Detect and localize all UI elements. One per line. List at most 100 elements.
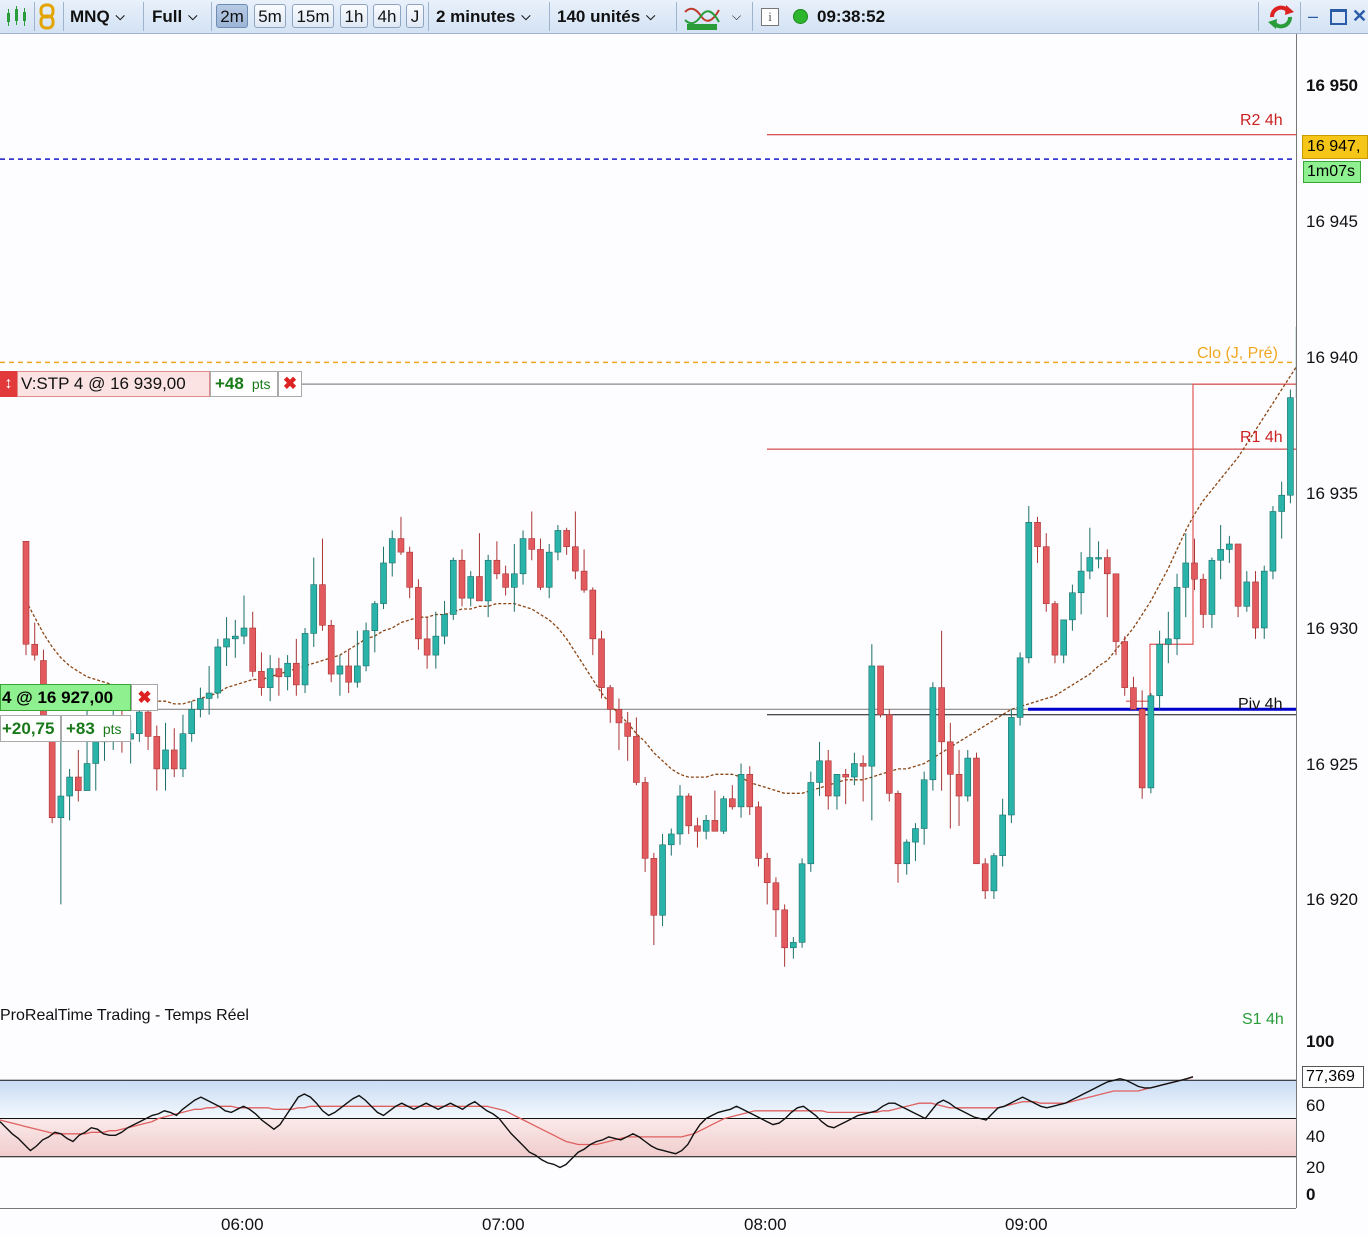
candle-body (249, 627, 257, 672)
timeframe-5m-button[interactable]: 5m (254, 4, 286, 28)
candle (1121, 636, 1129, 696)
candle (790, 936, 797, 959)
candle-body (1130, 687, 1137, 710)
candle-body (188, 708, 195, 734)
candle (711, 790, 719, 832)
candle-body (293, 662, 300, 686)
close-icon[interactable]: ✕ (1352, 6, 1368, 26)
candle (66, 768, 73, 821)
pivot-level-label: Piv 4h (1238, 696, 1283, 713)
timeframe-j-button[interactable]: J (406, 4, 424, 28)
candle-body (1217, 549, 1224, 561)
candle-body (1208, 559, 1216, 615)
s1-level-label: S1 4h (1242, 1011, 1284, 1025)
candle (1025, 506, 1033, 664)
minimize-icon[interactable]: – (1308, 6, 1319, 26)
oscillator-panel[interactable] (0, 1026, 1296, 1208)
candle-body (83, 763, 91, 791)
link-icon[interactable] (38, 0, 58, 33)
timeframe-4h-button[interactable]: 4h (373, 4, 401, 28)
candle (1069, 584, 1076, 631)
cancel-order-icon[interactable]: ✖ (278, 371, 302, 397)
candle (964, 749, 972, 802)
maximize-icon[interactable] (1330, 0, 1347, 33)
osc-tick: 0 (1306, 1185, 1316, 1204)
candle-body (284, 662, 291, 678)
drag-handle-icon[interactable]: ↕ (0, 371, 17, 397)
candle (685, 793, 693, 834)
candle-body (537, 549, 544, 588)
candle-body (266, 668, 274, 688)
candle (606, 684, 614, 723)
candlestick-icon[interactable] (4, 0, 30, 33)
candle (1034, 516, 1041, 563)
refresh-icon[interactable] (1266, 0, 1296, 33)
time-axis[interactable] (0, 1208, 1296, 1237)
candle-body (694, 825, 701, 832)
candle (1147, 693, 1155, 794)
candle-body (798, 863, 806, 943)
candle-body (572, 546, 579, 572)
candle-body (606, 687, 614, 710)
candle-body (179, 733, 187, 770)
chevron-down-icon: ⌵ (646, 9, 656, 23)
candle-body (981, 863, 989, 892)
candle (1156, 630, 1163, 710)
interval-selector[interactable]: 2 minutes ⌵ (436, 0, 530, 33)
candle-body (406, 551, 413, 588)
timeframe-2m-button[interactable]: 2m (216, 4, 248, 28)
candle-body (458, 559, 466, 599)
r1-level-label: R1 4h (1240, 429, 1283, 446)
candle-body (746, 774, 754, 808)
candle-body (1051, 603, 1059, 656)
chevron-down-icon: ⌵ (521, 9, 531, 23)
candle-body (545, 551, 553, 588)
candle (266, 655, 274, 702)
close-position-icon[interactable]: ✖ (131, 684, 158, 711)
osc-tick: 40 (1306, 1127, 1325, 1146)
candle-body (1025, 522, 1033, 659)
candle-body (1069, 592, 1076, 621)
candle (973, 752, 980, 865)
price-chart[interactable]: R2 4h Clo (J, Pré) R1 4h Piv 4h S1 4h Pr… (0, 34, 1296, 1025)
candle (903, 839, 911, 875)
candle (319, 538, 326, 631)
candle (1191, 538, 1198, 591)
candle-body (1182, 562, 1190, 588)
candle-body (22, 540, 30, 645)
timeframe-15m-button[interactable]: 15m (292, 4, 334, 28)
price-axis[interactable] (1296, 34, 1368, 1208)
candle (868, 644, 876, 821)
candle (1217, 525, 1224, 580)
candle (406, 546, 413, 599)
timeframe-1h-button[interactable]: 1h (340, 4, 368, 28)
position-gain-value: +83 (66, 718, 95, 738)
info-icon[interactable]: i (761, 0, 779, 33)
osc-tick: 20 (1306, 1158, 1325, 1177)
candle (755, 801, 762, 867)
view-label: Full (152, 6, 183, 26)
candle (851, 752, 858, 786)
chevron-down-icon[interactable]: ⌵ (732, 9, 742, 23)
candle-body (833, 774, 841, 797)
candle-body (1278, 494, 1285, 512)
candle (502, 565, 509, 596)
candle-body (912, 828, 919, 843)
candle-body (955, 774, 963, 797)
position-label[interactable]: 4 @ 16 927,00 (0, 684, 131, 711)
candle (476, 533, 483, 602)
moving-average-line (25, 366, 1296, 794)
candle-body (144, 711, 152, 737)
candle (1278, 481, 1285, 539)
interval-label: 2 minutes (436, 6, 516, 26)
indicators-icon[interactable] (683, 0, 721, 33)
candle (720, 796, 727, 834)
view-selector[interactable]: Full ⌵ (152, 0, 197, 33)
stop-order-label[interactable]: V:STP 4 @ 16 939,00 (17, 371, 210, 397)
candle (484, 554, 492, 618)
units-selector[interactable]: 140 unités ⌵ (557, 0, 655, 33)
symbol-selector[interactable]: MNQ ⌵ (70, 0, 125, 33)
units-label: 140 unités (557, 6, 641, 26)
candle-body (1173, 587, 1181, 640)
candle-body (1252, 581, 1259, 629)
